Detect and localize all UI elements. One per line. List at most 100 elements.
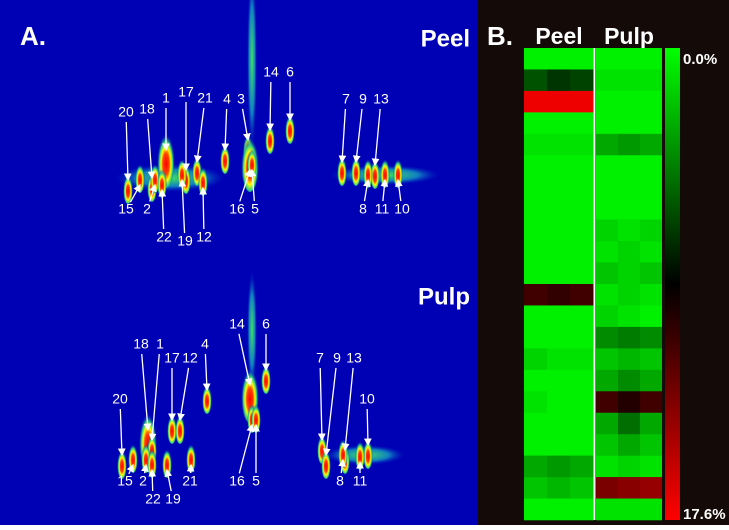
heatmap-cell — [524, 220, 547, 242]
heatmap-cell — [547, 499, 570, 521]
panel-a-background — [0, 0, 478, 525]
peak-label: 8 — [336, 473, 344, 489]
peak-label: 3 — [237, 91, 245, 107]
heatmap-cell — [524, 241, 547, 263]
heatmap-cell — [570, 263, 594, 285]
heatmap-cell — [618, 477, 640, 499]
colorbar-label: 17.6% — [683, 506, 726, 523]
heatmap-cell — [547, 477, 570, 499]
heatmap-cell — [547, 327, 570, 349]
heatmap-cell — [570, 413, 594, 435]
heatmap-cell — [524, 284, 547, 306]
peak-label: 1 — [162, 90, 170, 106]
heatmap-cell — [547, 370, 570, 392]
panel-label: B. — [487, 21, 513, 51]
heatmap-cell — [596, 305, 618, 327]
heatmap-cell — [596, 499, 618, 521]
heatmap-cell — [524, 413, 547, 435]
peak-label: 20 — [118, 104, 134, 120]
heatmap-cell — [640, 198, 662, 220]
peak-label: 5 — [251, 201, 259, 217]
heatmap-cell — [640, 91, 662, 113]
peak — [128, 441, 138, 473]
heatmap-cell — [524, 155, 547, 177]
heatmap-cell — [596, 112, 618, 134]
heatmap-cell — [618, 177, 640, 199]
heatmap-cell — [547, 155, 570, 177]
heatmap-cell — [524, 391, 547, 413]
peak-label: 9 — [333, 350, 341, 366]
heatmap-cell — [547, 69, 570, 91]
peak-label: 12 — [196, 229, 212, 245]
heatmap-cell — [524, 370, 547, 392]
peak-label: 15 — [117, 473, 133, 489]
peak-label: 20 — [112, 391, 128, 407]
peak-label: 7 — [342, 91, 350, 107]
peak-label: 15 — [118, 201, 134, 217]
heatmap-cell — [596, 413, 618, 435]
peak-label: 21 — [197, 90, 213, 106]
heatmap-cell — [640, 305, 662, 327]
peak-label: 14 — [263, 64, 279, 80]
panel-label: A. — [20, 21, 46, 51]
heatmap-cell — [640, 477, 662, 499]
heatmap-cell — [618, 69, 640, 91]
heatmap-cell — [570, 220, 594, 242]
heatmap-cell — [640, 370, 662, 392]
peak-label: 6 — [286, 64, 294, 80]
peak-label: 4 — [201, 336, 209, 352]
heatmap-cell — [596, 456, 618, 478]
heatmap-cell — [596, 391, 618, 413]
heatmap-cell — [596, 370, 618, 392]
peak-label: 22 — [156, 229, 172, 245]
heatmap-cell — [547, 112, 570, 134]
heatmap-cell — [640, 263, 662, 285]
heatmap-cell — [570, 91, 594, 113]
peak-label: 13 — [346, 350, 362, 366]
heatmap-cell — [596, 241, 618, 263]
heatmap-cell — [618, 456, 640, 478]
peak-label: 9 — [359, 91, 367, 107]
peak-label: 11 — [353, 473, 368, 489]
heatmap-cell — [524, 177, 547, 199]
heatmap-cell — [618, 91, 640, 113]
heatmap-cell — [524, 263, 547, 285]
heatmap-cell — [618, 155, 640, 177]
peak-label: 10 — [359, 391, 375, 407]
heatmap-cell — [547, 284, 570, 306]
peak-label: 13 — [373, 91, 389, 107]
heatmap-cell — [547, 413, 570, 435]
heatmap-cell — [570, 456, 594, 478]
heatmap-cell — [524, 499, 547, 521]
heatmap-cell — [640, 220, 662, 242]
peak-label: 19 — [177, 233, 193, 249]
heatmap-cell — [618, 134, 640, 156]
column-label: Peel — [535, 23, 582, 49]
heatmap-cell — [570, 284, 594, 306]
heatmap-cell — [618, 327, 640, 349]
heatmap-cell — [596, 263, 618, 285]
heatmap-cell — [596, 434, 618, 456]
peak-label: 1 — [156, 336, 164, 352]
colorbar — [665, 48, 680, 520]
heatmap-cell — [547, 434, 570, 456]
heatmap-cell — [547, 220, 570, 242]
heatmap-cell — [596, 91, 618, 113]
heatmap-cell — [618, 434, 640, 456]
peak-label: 18 — [133, 336, 149, 352]
peak-label: 17 — [164, 350, 180, 366]
heatmap-cell — [547, 348, 570, 370]
heatmap-cell — [640, 434, 662, 456]
heatmap-cell — [524, 477, 547, 499]
heatmap-cell — [547, 48, 570, 70]
peak-label: 16 — [229, 201, 245, 217]
heatmap-cell — [524, 69, 547, 91]
heatmap-cell — [524, 456, 547, 478]
peak-label: 2 — [139, 473, 147, 489]
peak-label: 14 — [229, 316, 245, 332]
heatmap-cell — [524, 134, 547, 156]
peak-label: 7 — [316, 350, 324, 366]
heatmap-cell — [640, 499, 662, 521]
heatmap-cell — [596, 477, 618, 499]
